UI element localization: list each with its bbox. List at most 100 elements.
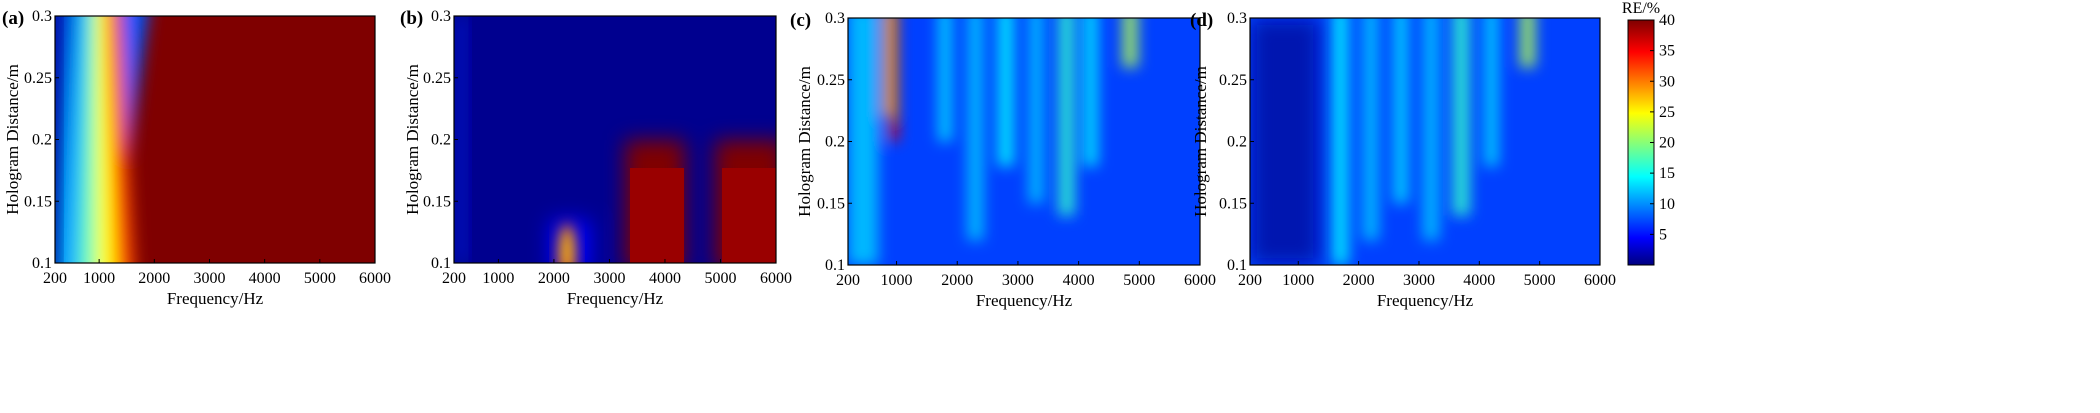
x-tick-label-c: 1000 bbox=[881, 272, 913, 289]
x-tick-label-b: 5000 bbox=[704, 270, 736, 287]
x-tick-label-a: 1000 bbox=[83, 270, 115, 287]
heatmap-c bbox=[848, 18, 1200, 265]
colorbar-tick-label: 5 bbox=[1659, 226, 1667, 243]
y-tick-label-b: 0.15 bbox=[423, 193, 451, 210]
panel-b: 200 1000 2000 3000 4000 5000 6000 0.1 0.15 0.2 0.2… bbox=[400, 8, 792, 308]
heatmap-streak-c bbox=[967, 18, 984, 241]
x-axis-label-b: Frequency/Hz bbox=[567, 289, 664, 308]
axes-d: 200 1000 2000 3000 4000 5000 6000 0.1 0.15 0.2 0.2… bbox=[1190, 10, 1616, 310]
panel-c: 200 1000 2000 3000 4000 5000 6000 0.1 0.15 0.2 0.2… bbox=[790, 10, 1216, 310]
heatmap-streak-d bbox=[1332, 18, 1349, 265]
x-axis-label-d: Frequency/Hz bbox=[1377, 291, 1474, 310]
heatmap-streak-c bbox=[997, 18, 1014, 167]
x-tick-label-d: 4000 bbox=[1463, 272, 1495, 289]
heatmap-streak-d bbox=[1484, 18, 1499, 167]
y-axis-label-b: Hologram Distance/m bbox=[403, 64, 422, 215]
y-tick-label-c: 0.15 bbox=[817, 195, 845, 212]
y-tick-label-d: 0.3 bbox=[1227, 10, 1247, 27]
y-tick-label-d: 0.15 bbox=[1219, 195, 1247, 212]
y-tick-label-a: 0.2 bbox=[32, 132, 52, 149]
y-tick-label-a: 0.25 bbox=[24, 70, 52, 87]
x-tick-label-c: 3000 bbox=[1002, 272, 1034, 289]
x-tick-label-d: 1000 bbox=[1282, 272, 1314, 289]
y-tick-label-b: 0.1 bbox=[431, 255, 451, 272]
x-tick-label-a: 4000 bbox=[249, 270, 281, 287]
heatmap-b bbox=[454, 16, 776, 263]
y-axis-label-c: Hologram Distance/m bbox=[795, 66, 814, 217]
heatmap-streak-c bbox=[938, 18, 952, 142]
x-tick-label-c: 5000 bbox=[1123, 272, 1155, 289]
heatmap-streak-d bbox=[1393, 18, 1409, 204]
heatmap-a bbox=[55, 16, 375, 263]
x-tick-label-d: 2000 bbox=[1343, 272, 1375, 289]
heatmap-d bbox=[1250, 18, 1600, 265]
y-tick-label-d: 0.2 bbox=[1227, 134, 1247, 151]
colorbar-tick-label: 10 bbox=[1659, 196, 1675, 213]
x-tick-label-d: 5000 bbox=[1524, 272, 1556, 289]
y-axis-label-d: Hologram Distance/m bbox=[1191, 66, 1210, 217]
x-tick-label-b: 1000 bbox=[482, 270, 514, 287]
x-tick-label-c: 6000 bbox=[1184, 272, 1216, 289]
x-tick-label-b: 4000 bbox=[649, 270, 681, 287]
colorbar-tick-label: 25 bbox=[1659, 104, 1675, 121]
heatmap-streak-c bbox=[1122, 18, 1138, 68]
x-tick-label-d: 3000 bbox=[1403, 272, 1435, 289]
x-tick-label-a: 5000 bbox=[304, 270, 336, 287]
heatmap-streak-c bbox=[883, 18, 895, 117]
y-tick-label-c: 0.2 bbox=[825, 134, 845, 151]
y-tick-label-a: 0.1 bbox=[32, 255, 52, 272]
x-tick-label-b: 200 bbox=[442, 270, 466, 287]
y-tick-label-c: 0.1 bbox=[825, 257, 845, 274]
y-tick-label-b: 0.3 bbox=[431, 8, 451, 25]
x-tick-label-c: 4000 bbox=[1063, 272, 1095, 289]
x-tick-label-b: 6000 bbox=[760, 270, 792, 287]
heatmap-streak-d bbox=[1452, 18, 1470, 216]
y-tick-label-d: 0.1 bbox=[1227, 257, 1247, 274]
axes-c: 200 1000 2000 3000 4000 5000 6000 0.1 0.15 0.2 0.2… bbox=[790, 10, 1216, 310]
x-tick-label-a: 2000 bbox=[138, 270, 170, 287]
x-tick-label-a: 6000 bbox=[359, 270, 391, 287]
x-tick-label-b: 2000 bbox=[538, 270, 570, 287]
heatmap-streak-d bbox=[1362, 18, 1379, 241]
y-tick-label-a: 0.3 bbox=[32, 8, 52, 25]
panel-d: 200 1000 2000 3000 4000 5000 6000 0.1 0.15 0.2 0.2… bbox=[1190, 10, 1616, 310]
axes-a: 200 1000 2000 3000 4000 5000 6000 0.1 0.15 0.2 0.2… bbox=[2, 8, 391, 308]
y-tick-label-a: 0.15 bbox=[24, 193, 52, 210]
y-tick-label-b: 0.25 bbox=[423, 70, 451, 87]
heatmap-streak-c bbox=[1084, 18, 1098, 167]
heatmap-streak-c bbox=[848, 18, 879, 265]
y-tick-label-b: 0.2 bbox=[431, 132, 451, 149]
x-tick-label-d: 6000 bbox=[1584, 272, 1616, 289]
x-axis-label-c: Frequency/Hz bbox=[976, 291, 1073, 310]
colorbar-tick-label: 35 bbox=[1659, 43, 1675, 60]
colorbar: RE/% 40 35 30 25 20 15 10 5 bbox=[1622, 0, 1675, 266]
colorbar-tick-label: 15 bbox=[1659, 165, 1675, 182]
colorbar-title: RE/% bbox=[1622, 0, 1660, 17]
panel-label-a: (a) bbox=[2, 8, 24, 29]
x-axis-label-a: Frequency/Hz bbox=[167, 289, 264, 308]
colorbar-gradient bbox=[1627, 19, 1655, 266]
heatmap-streak-d bbox=[1423, 18, 1439, 241]
y-tick-label-d: 0.25 bbox=[1219, 72, 1247, 89]
x-tick-label-c: 200 bbox=[836, 272, 860, 289]
y-tick-label-c: 0.25 bbox=[817, 72, 845, 89]
heatmap-streak-c bbox=[1058, 18, 1075, 216]
axes-b: 200 1000 2000 3000 4000 5000 6000 0.1 0.15 0.2 0.2… bbox=[400, 8, 792, 308]
heatmap-streak-d bbox=[1520, 18, 1536, 68]
colorbar-tick-label: 40 bbox=[1659, 12, 1675, 29]
panel-label-c: (c) bbox=[790, 10, 811, 31]
y-tick-label-c: 0.3 bbox=[825, 10, 845, 27]
x-tick-label-c: 2000 bbox=[941, 272, 973, 289]
heatmap-streak-c bbox=[1028, 18, 1044, 204]
y-axis-label-a: Hologram Distance/m bbox=[3, 64, 22, 215]
colorbar-tick-label: 30 bbox=[1659, 73, 1675, 90]
panel-label-b: (b) bbox=[400, 8, 423, 29]
x-tick-label-a: 200 bbox=[43, 270, 67, 287]
x-tick-label-b: 3000 bbox=[593, 270, 625, 287]
x-tick-label-d: 200 bbox=[1238, 272, 1262, 289]
panel-a: 200 1000 2000 3000 4000 5000 6000 0.1 0.15 0.2 0.2… bbox=[2, 8, 391, 308]
x-tick-label-a: 3000 bbox=[193, 270, 225, 287]
colorbar-tick-label: 20 bbox=[1659, 135, 1675, 152]
panel-label-d: (d) bbox=[1190, 10, 1213, 31]
